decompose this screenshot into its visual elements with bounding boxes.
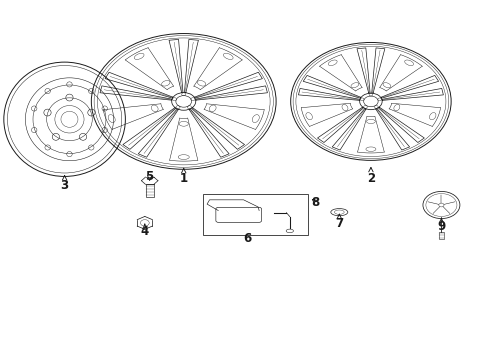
Bar (438, 232, 444, 239)
Text: 4: 4 (141, 225, 149, 238)
Bar (145, 184, 153, 197)
Text: 5: 5 (145, 170, 154, 183)
Text: 6: 6 (243, 232, 250, 245)
Text: 2: 2 (366, 172, 374, 185)
Text: 3: 3 (61, 179, 68, 192)
Bar (203, 194, 307, 235)
Text: 8: 8 (310, 195, 319, 209)
Text: 7: 7 (335, 217, 343, 230)
Text: 1: 1 (179, 172, 187, 185)
Text: 9: 9 (436, 220, 445, 233)
